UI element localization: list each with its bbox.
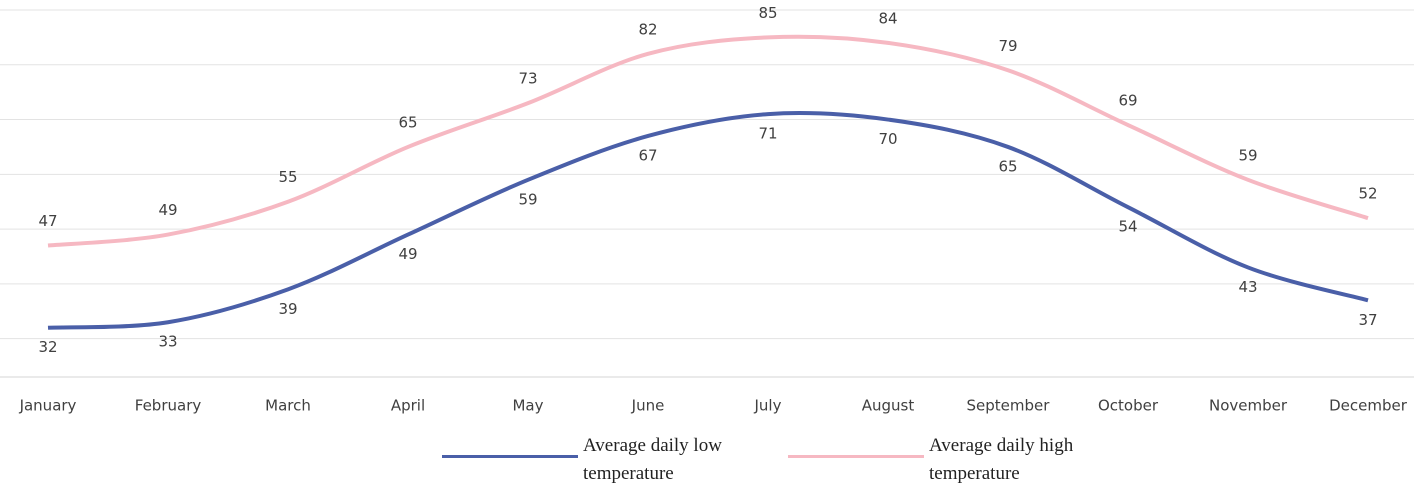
x-tick-label: February bbox=[135, 397, 202, 415]
plot: January February March April May June July Augu… bbox=[0, 4, 1414, 415]
data-label: 54 bbox=[1118, 218, 1137, 236]
data-label: 65 bbox=[398, 113, 417, 131]
data-label: 69 bbox=[1118, 92, 1137, 110]
legend-swatch bbox=[788, 455, 924, 458]
data-label: 70 bbox=[878, 130, 897, 148]
x-tick-label: April bbox=[391, 397, 425, 415]
data-label: 73 bbox=[518, 70, 537, 88]
data-label: 47 bbox=[38, 212, 57, 230]
legend-label: Average daily high temperature bbox=[929, 435, 1074, 484]
x-tick-label: November bbox=[1209, 397, 1288, 415]
x-tick-label: September bbox=[967, 397, 1051, 415]
data-label: 82 bbox=[638, 20, 657, 38]
data-label: 67 bbox=[638, 146, 657, 164]
data-label: 39 bbox=[278, 300, 297, 318]
series-line bbox=[47, 34, 1369, 248]
data-label: 43 bbox=[1238, 278, 1257, 296]
x-tick-label: August bbox=[862, 397, 915, 415]
data-label: 49 bbox=[158, 201, 177, 219]
legend-label: Average daily low temperature bbox=[583, 435, 722, 484]
x-tick-label: July bbox=[754, 397, 782, 415]
data-label: 49 bbox=[398, 245, 417, 263]
data-label: 55 bbox=[278, 168, 297, 186]
data-label: 52 bbox=[1358, 185, 1377, 203]
x-tick-label: January bbox=[19, 397, 77, 415]
x-tick-label: May bbox=[512, 397, 543, 415]
data-label: 85 bbox=[758, 4, 777, 22]
x-tick-label: June bbox=[631, 397, 665, 415]
data-label: 59 bbox=[518, 190, 537, 208]
data-label: 33 bbox=[158, 333, 177, 351]
data-label: 65 bbox=[998, 157, 1017, 175]
x-tick-label: March bbox=[265, 397, 311, 415]
data-label: 71 bbox=[758, 125, 777, 143]
data-label: 84 bbox=[878, 9, 897, 27]
x-tick-label: December bbox=[1329, 397, 1408, 415]
data-label: 37 bbox=[1358, 311, 1377, 329]
legend-swatch bbox=[442, 455, 578, 458]
data-label: 59 bbox=[1238, 146, 1257, 164]
data-label: 32 bbox=[38, 338, 57, 356]
series-line bbox=[47, 111, 1369, 330]
data-label: 79 bbox=[998, 37, 1017, 55]
x-tick-label: October bbox=[1098, 397, 1159, 415]
